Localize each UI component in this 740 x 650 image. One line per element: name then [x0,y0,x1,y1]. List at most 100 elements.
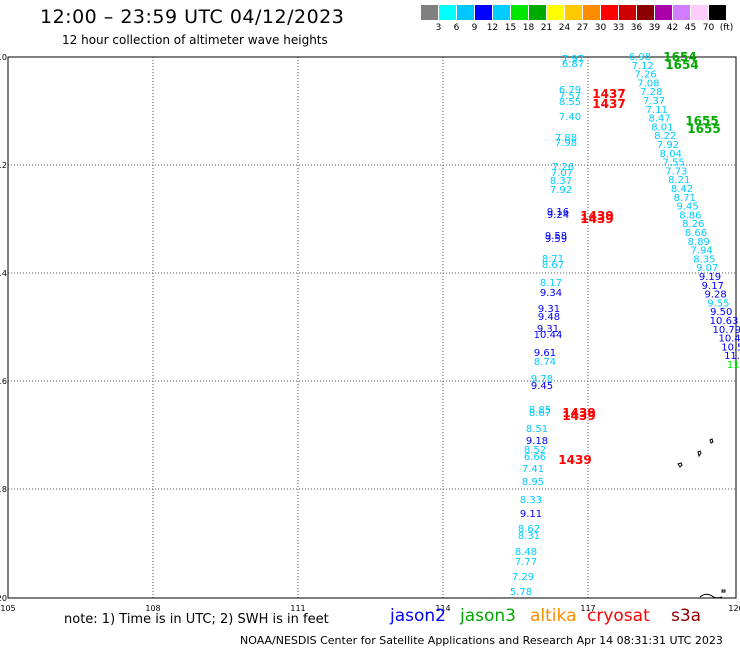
swh-value: 10.4 [718,334,740,345]
scale-swatch [673,5,690,20]
pass-time: 1439 [562,409,595,423]
map-border [7,56,737,599]
swh-value: 10.44 [534,330,563,341]
lon-label: 108 [145,604,160,613]
swh-value: 11.1 [724,351,740,362]
scale-label: 21 [540,23,553,33]
track-b-values: 6.987.127.267.087.287.377.118.478.018.22… [629,52,740,371]
swh-value: 7.55 [662,158,684,169]
swh-value: 8.89 [688,237,710,248]
swh-value: 9.31 [538,304,560,315]
lon-label: 120 [728,604,740,613]
mission-label: jason2 [390,606,446,626]
swh-value: 6.98 [629,52,651,63]
swh-value: 9.16 [547,207,569,218]
swh-value: 8.55 [559,97,581,108]
pass-time: 1654 [665,58,698,72]
scale-swatch [529,5,546,20]
swh-value: 8.33 [520,495,542,506]
swh-value: 8.48 [515,547,537,558]
swh-value: 8.22 [654,131,676,142]
map-grid [8,57,736,598]
scale-swatch [619,5,636,20]
scale-swatch [421,5,438,20]
swh-value: 9.58 [545,231,567,242]
swh-value: 8.86 [679,210,701,221]
swh-value: 8.71 [674,193,696,204]
swh-value: 9.55 [707,298,729,309]
swh-value: 10.5 [721,342,740,353]
swh-value: 6.66 [524,452,546,463]
swh-value: 8.42 [671,184,693,195]
scale-label: 70 [702,23,715,33]
swh-value: 9.31 [537,324,559,335]
mission-label: jason3 [460,606,516,626]
scale-label: 39 [648,23,661,33]
note-text: note: 1) Time is in UTC; 2) SWH is in fe… [64,612,329,627]
scale-label: 9 [471,23,478,33]
lat-label: -16 [0,377,7,386]
swh-value: 10.79 [712,325,740,336]
swh-value: 8.51 [526,424,548,435]
pass-time-labels: 1437143714391439143914391439165416541655… [558,50,720,467]
footer-text: NOAA/NESDIS Center for Satellite Applica… [240,634,723,647]
swh-value: 9.78 [531,374,553,385]
map-frame [7,56,737,599]
island-2 [697,450,702,458]
scale-swatch [457,5,474,20]
swh-value: 7.11 [646,105,668,116]
swh-value: 7.98 [555,138,577,149]
lon-label: 111 [290,604,305,613]
scale-swatch [439,5,456,20]
swh-value: 9.28 [704,290,726,301]
swh-value: 7.73 [665,166,687,177]
swh-value: 5.78 [510,587,532,598]
lon-label: 117 [580,604,595,613]
mission-label: cryosat [587,606,650,626]
swh-value: 8.01 [651,122,673,133]
swh-value: 8.35 [693,254,715,265]
swh-value: 7.29 [512,572,534,583]
swh-value: 7.08 [637,78,659,89]
swh-value: 9.45 [676,202,698,213]
scale-label: 24 [558,23,571,33]
scale-swatch [709,5,726,20]
coast-mainland [699,593,723,599]
scale-label: 45 [684,23,697,33]
swh-value: 7.94 [690,246,712,257]
island-4 [721,589,726,593]
scale-label: 12 [486,23,499,33]
swh-value: 7.97 [562,54,584,65]
scale-swatch [475,5,492,20]
pass-time: 1439 [580,212,613,226]
longitude-labels: 105 108 111 114 117 120 [0,604,740,613]
page-title: 12:00 – 23:59 UTC 04/12/2023 [40,6,345,28]
pass-time: 1439 [580,209,613,223]
scale-swatch [637,5,654,20]
pass-time: 1439 [558,453,591,467]
swh-value: 9.59 [545,234,567,245]
lat-label: -12 [0,161,7,170]
page-subtitle: 12 hour collection of altimeter wave hei… [62,33,328,47]
swh-value: 7.92 [657,140,679,151]
track-a-values: 7.976.87 6.797.578.55 7.40 7.887.98 7.267.07… [510,54,584,598]
island-1 [677,462,683,468]
swh-value: 7.26 [634,70,656,81]
scale-swatch [583,5,600,20]
swh-value: 7.26 [552,162,574,173]
scale-label: 30 [594,23,607,33]
swh-value: 8.04 [660,149,682,160]
swh-value: 9.11 [520,509,542,520]
swh-value: 9.48 [538,312,560,323]
swh-value: 9.19 [699,272,721,283]
swh-value: 6.79 [559,85,581,96]
scale-label: (ft) [719,23,734,33]
scale-swatch [655,5,672,20]
lat-label: -20 [0,594,7,603]
swh-value: 8.67 [542,260,564,271]
swh-value: 9.24 [547,210,569,221]
swh-value: 7.57 [559,91,581,102]
swh-value: 8.85 [529,405,551,416]
swh-value: 7.40 [559,112,581,123]
swh-value: 7.88 [555,133,577,144]
